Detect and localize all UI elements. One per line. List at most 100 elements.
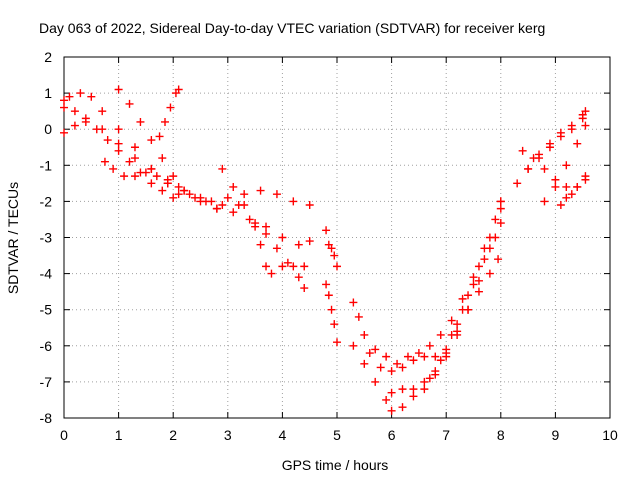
data-point — [262, 222, 271, 231]
data-point — [567, 125, 576, 134]
data-point — [100, 157, 109, 166]
data-point — [485, 244, 494, 253]
data-point — [491, 233, 500, 242]
data-point — [76, 89, 85, 98]
data-point — [436, 356, 445, 365]
x-tick-label: 9 — [552, 427, 560, 443]
data-point — [147, 164, 156, 173]
data-point — [474, 287, 483, 296]
data-point — [218, 164, 227, 173]
series-trace-t — [556, 172, 590, 210]
chart-title: Day 063 of 2022, Sidereal Day-to-day VTE… — [39, 20, 545, 36]
data-point — [409, 385, 418, 394]
data-point — [398, 385, 407, 394]
data-point — [289, 197, 298, 206]
x-tick-label: 4 — [279, 427, 287, 443]
data-point — [354, 312, 363, 321]
data-point — [65, 92, 74, 101]
data-point — [60, 128, 68, 137]
y-tick-label: -1 — [40, 157, 53, 173]
data-point — [130, 172, 139, 181]
data-point — [491, 215, 500, 224]
series-trace-p — [513, 110, 587, 188]
data-point — [567, 190, 576, 199]
series-trace-g — [218, 164, 309, 293]
data-point — [330, 251, 339, 260]
y-tick-label: 2 — [44, 49, 52, 65]
data-point — [136, 117, 145, 126]
series-trace-d — [100, 157, 243, 210]
y-tick-label: 0 — [44, 121, 52, 137]
data-point — [163, 179, 172, 188]
data-point — [425, 374, 434, 383]
data-point — [387, 367, 396, 376]
data-point — [300, 284, 309, 293]
x-tick-label: 0 — [60, 427, 68, 443]
y-tick-label: -5 — [40, 302, 53, 318]
data-point — [453, 327, 462, 336]
data-point — [130, 154, 139, 163]
data-point — [169, 172, 178, 181]
data-point — [540, 164, 549, 173]
data-point — [305, 201, 314, 210]
data-point — [70, 121, 79, 130]
data-point — [409, 392, 418, 401]
data-point — [464, 291, 473, 300]
data-point — [409, 356, 418, 365]
series-trace-b — [60, 103, 314, 249]
data-point — [130, 143, 139, 152]
data-point — [524, 164, 533, 173]
data-point — [420, 377, 429, 386]
data-point — [376, 363, 385, 372]
data-point — [496, 204, 505, 213]
data-point — [278, 262, 287, 271]
series-trace-r — [540, 121, 590, 206]
data-point — [327, 305, 336, 314]
data-point — [458, 294, 467, 303]
series-trace-e — [114, 85, 221, 213]
x-tick-label: 10 — [602, 427, 618, 443]
data-point — [349, 341, 358, 350]
x-tick-label: 6 — [388, 427, 396, 443]
data-point — [147, 179, 156, 188]
data-point — [494, 255, 503, 264]
data-point — [447, 316, 456, 325]
data-point — [382, 352, 391, 361]
data-point — [431, 367, 440, 376]
data-point — [474, 276, 483, 285]
data-point — [371, 377, 380, 386]
data-point — [398, 403, 407, 412]
data-point — [218, 201, 227, 210]
data-point — [431, 352, 440, 361]
data-point — [155, 132, 164, 141]
series-trace-s — [524, 107, 590, 173]
data-point — [229, 182, 238, 191]
data-point — [87, 92, 96, 101]
data-point — [420, 385, 429, 394]
y-tick-label: 1 — [44, 85, 52, 101]
series-trace-l — [349, 197, 505, 415]
data-point — [333, 262, 341, 271]
data-point — [240, 201, 249, 210]
data-point — [322, 280, 331, 289]
data-point — [469, 280, 478, 289]
data-point — [496, 219, 505, 228]
data-point — [114, 85, 123, 94]
data-point — [278, 233, 287, 242]
data-point — [360, 359, 369, 368]
data-point — [114, 125, 123, 134]
data-point — [535, 150, 544, 159]
data-point — [180, 186, 189, 195]
x-tick-label: 3 — [224, 427, 232, 443]
x-axis-title: GPS time / hours — [282, 457, 389, 473]
data-point — [147, 136, 156, 145]
data-point — [562, 193, 571, 202]
data-point — [169, 193, 178, 202]
data-point — [196, 197, 205, 206]
data-point — [360, 330, 369, 339]
data-point — [294, 240, 303, 249]
data-point — [262, 262, 271, 271]
data-point — [414, 349, 423, 358]
y-tick-label: -3 — [40, 230, 53, 246]
